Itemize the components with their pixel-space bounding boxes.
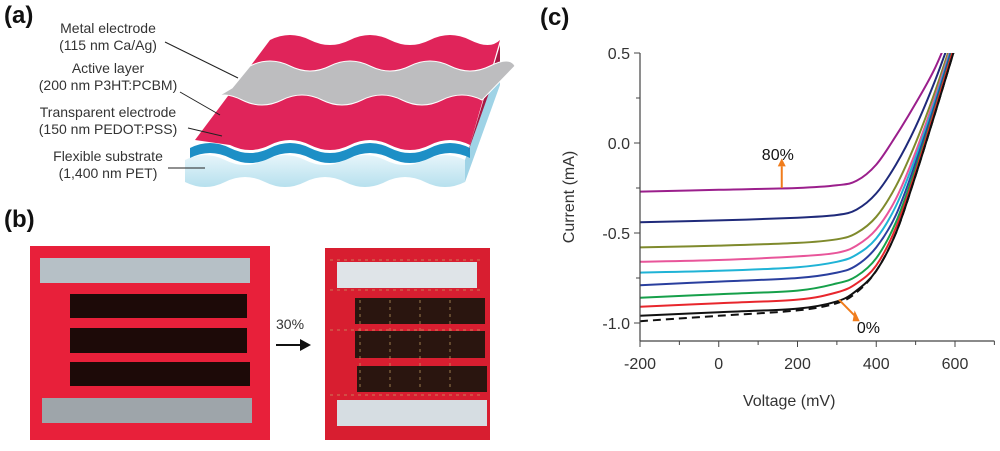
series-line-9 (640, 53, 955, 323)
panel-c-label: (c) (540, 4, 570, 31)
x-axis-label: Voltage (mV) (743, 393, 835, 410)
y-tick-label: 0.5 (608, 46, 630, 63)
substrate-label: Flexible substrate (53, 148, 163, 164)
annotation-arrow-0 (838, 298, 858, 319)
panel-a-label: (a) (4, 2, 34, 29)
series-line-3 (640, 53, 951, 263)
x-tick-label: 600 (942, 356, 969, 373)
metal-electrode-label: Metal electrode (60, 20, 156, 36)
substrate-detail: (1,400 nm PET) (58, 165, 158, 181)
stretch-arrow (276, 339, 311, 351)
series-line-2 (640, 53, 950, 249)
pedot-layer (190, 143, 470, 163)
series-line-4 (640, 53, 952, 274)
device-photo-unstretched (30, 246, 270, 440)
y-tick-label: -0.5 (602, 226, 630, 243)
active-layer-label: Active layer (71, 60, 145, 76)
metal-electrode-detail: (115 nm Ca/Ag) (59, 37, 157, 53)
substrate-layer (185, 155, 465, 187)
x-tick-label: 200 (784, 356, 811, 373)
device-photo-stretched (325, 248, 490, 440)
x-tick-label: 400 (863, 356, 890, 373)
y-axis-label: Current (mA) (561, 151, 578, 243)
series-line-0 (640, 53, 943, 193)
series-line-5 (640, 53, 952, 287)
strain-label: 30% (276, 316, 305, 332)
annotation-0: 0% (857, 320, 880, 337)
transparent-electrode-detail: (150 nm PEDOT:PSS) (38, 121, 178, 137)
active-layer-detail: (200 nm P3HT:PCBM) (38, 77, 178, 93)
y-tick-label: -1.0 (602, 316, 630, 333)
panel-b-label: (b) (4, 206, 35, 233)
pointer-active (179, 91, 221, 116)
pointer-pedot (187, 127, 223, 137)
series-line-1 (640, 53, 947, 224)
annotation-80: 80% (762, 147, 794, 164)
y-tick-label: 0.0 (608, 136, 630, 153)
arrow-head-0 (852, 310, 860, 322)
series-line-8 (640, 53, 955, 317)
arrow-head-80 (777, 158, 786, 167)
x-tick-label: -200 (624, 356, 656, 373)
x-tick-label: 0 (714, 356, 723, 373)
pointer-metal (164, 41, 239, 79)
series-line-7 (640, 53, 954, 308)
metal-electrode (211, 60, 516, 106)
transparent-electrode-label: Transparent electrode (39, 104, 177, 120)
